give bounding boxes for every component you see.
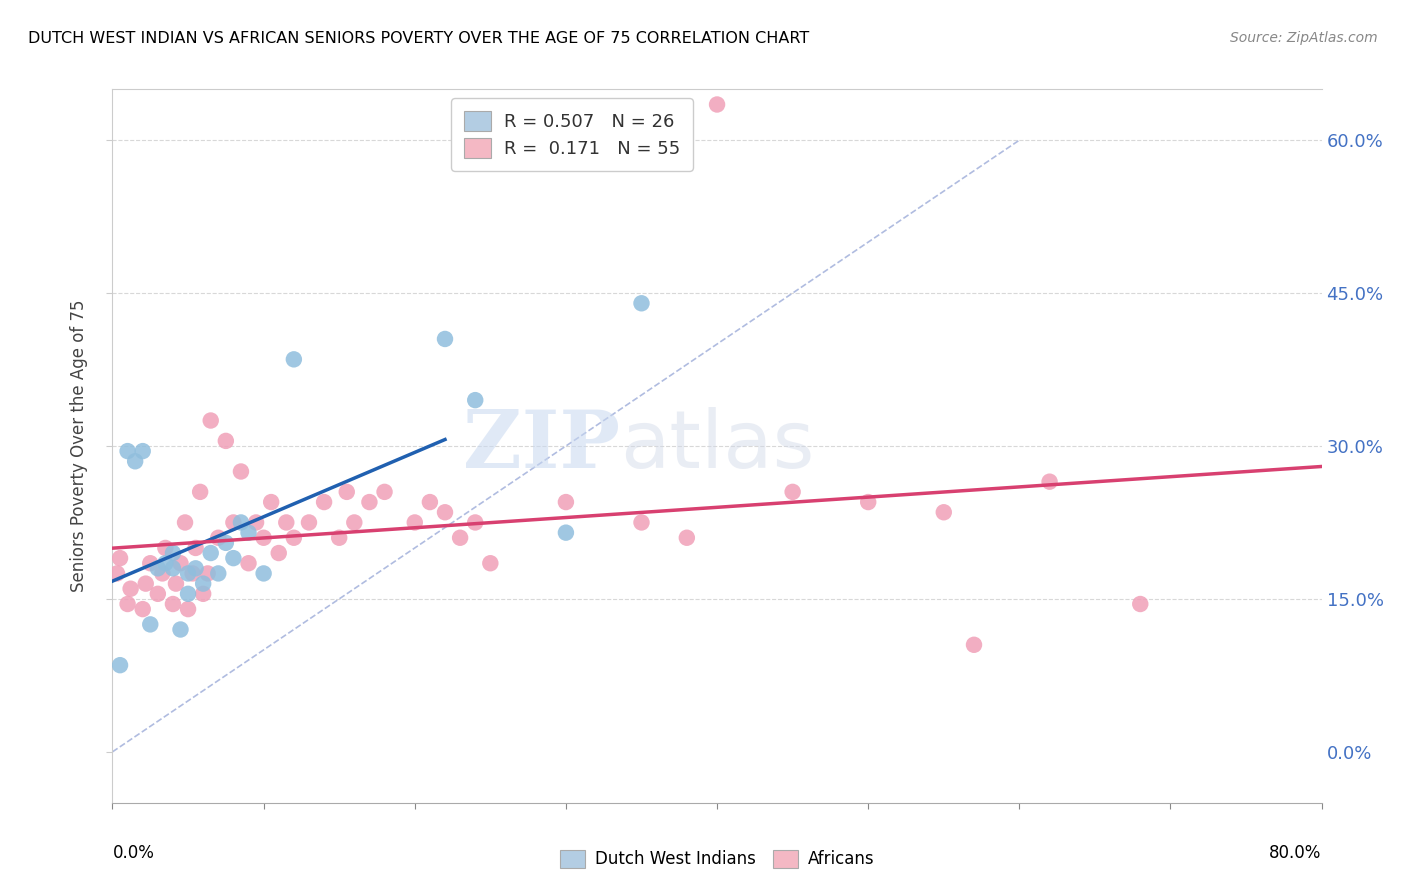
Point xyxy=(117,597,139,611)
Point xyxy=(197,566,219,581)
Point xyxy=(856,495,880,509)
Point xyxy=(554,525,576,540)
Point xyxy=(253,566,276,581)
Point xyxy=(146,561,169,575)
Point xyxy=(135,576,157,591)
Point xyxy=(132,444,155,458)
Point xyxy=(238,556,260,570)
Point xyxy=(963,638,986,652)
Point xyxy=(150,566,173,581)
Point xyxy=(139,556,162,570)
Point xyxy=(222,551,245,566)
Point xyxy=(139,617,162,632)
Text: 0.0%: 0.0% xyxy=(112,844,155,862)
Point xyxy=(124,454,146,468)
Point xyxy=(108,658,131,673)
Point xyxy=(177,602,200,616)
Point xyxy=(184,541,207,555)
Point xyxy=(328,531,350,545)
Point xyxy=(229,516,252,530)
Point xyxy=(174,516,197,530)
Point xyxy=(200,413,222,427)
Point xyxy=(222,516,245,530)
Point xyxy=(464,393,486,408)
Point xyxy=(207,566,229,581)
Point xyxy=(117,444,139,458)
Point xyxy=(630,516,652,530)
Point xyxy=(283,531,305,545)
Point xyxy=(207,531,229,545)
Y-axis label: Seniors Poverty Over the Age of 75: Seniors Poverty Over the Age of 75 xyxy=(70,300,89,592)
Point xyxy=(132,602,155,616)
Point xyxy=(162,546,184,560)
Point xyxy=(253,531,276,545)
Point xyxy=(314,495,336,509)
Text: Source: ZipAtlas.com: Source: ZipAtlas.com xyxy=(1230,31,1378,45)
Point xyxy=(200,546,222,560)
Point xyxy=(782,484,804,499)
Point xyxy=(245,516,267,530)
Point xyxy=(260,495,283,509)
Point xyxy=(433,505,456,519)
Point xyxy=(1038,475,1062,489)
Point xyxy=(449,531,471,545)
Point xyxy=(177,587,200,601)
Text: DUTCH WEST INDIAN VS AFRICAN SENIORS POVERTY OVER THE AGE OF 75 CORRELATION CHAR: DUTCH WEST INDIAN VS AFRICAN SENIORS POV… xyxy=(28,31,810,46)
Point xyxy=(215,536,238,550)
Point xyxy=(404,516,426,530)
Point xyxy=(229,465,252,479)
Point xyxy=(479,556,502,570)
Point xyxy=(267,546,290,560)
Point xyxy=(108,551,131,566)
Point xyxy=(165,576,187,591)
Point xyxy=(188,484,211,499)
Point xyxy=(359,495,381,509)
Point xyxy=(298,516,321,530)
Text: atlas: atlas xyxy=(620,407,814,485)
Point xyxy=(162,597,184,611)
Point xyxy=(932,505,955,519)
Text: 80.0%: 80.0% xyxy=(1270,844,1322,862)
Point xyxy=(343,516,366,530)
Point xyxy=(120,582,142,596)
Point xyxy=(169,556,191,570)
Point xyxy=(433,332,456,346)
Point xyxy=(283,352,305,367)
Point xyxy=(276,516,298,530)
Point xyxy=(146,587,169,601)
Point xyxy=(162,561,184,575)
Legend: Dutch West Indians, Africans: Dutch West Indians, Africans xyxy=(548,838,886,880)
Point xyxy=(169,623,191,637)
Point xyxy=(191,576,214,591)
Point xyxy=(419,495,441,509)
Point xyxy=(630,296,652,310)
Point xyxy=(374,484,396,499)
Point xyxy=(554,495,576,509)
Point xyxy=(181,566,204,581)
Point xyxy=(184,561,207,575)
Point xyxy=(177,566,200,581)
Point xyxy=(1129,597,1152,611)
Point xyxy=(191,587,214,601)
Point xyxy=(675,531,697,545)
Point xyxy=(238,525,260,540)
Text: ZIP: ZIP xyxy=(464,407,620,485)
Point xyxy=(215,434,238,448)
Point xyxy=(464,516,486,530)
Point xyxy=(155,541,177,555)
Point xyxy=(336,484,359,499)
Point xyxy=(706,97,728,112)
Point xyxy=(155,556,177,570)
Point xyxy=(105,566,128,581)
